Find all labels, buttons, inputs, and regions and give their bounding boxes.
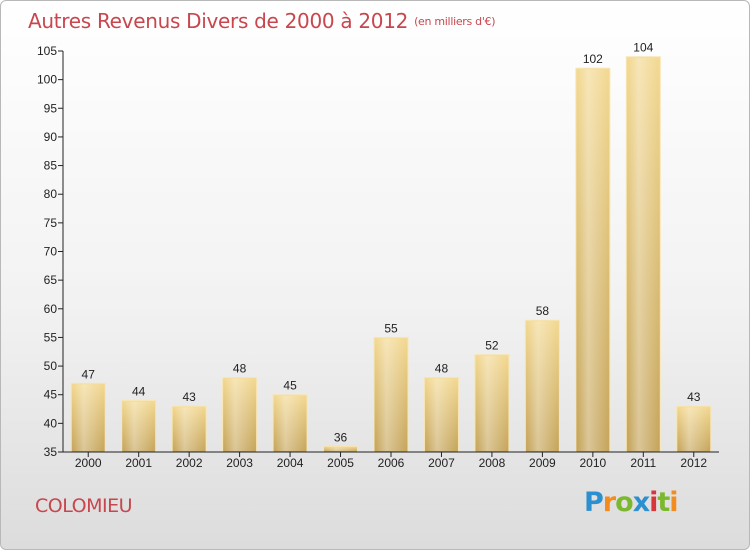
bar-highlight (426, 378, 457, 451)
y-tick-label: 55 (44, 330, 58, 344)
x-tick-label: 2007 (428, 456, 455, 470)
chart-title: Autres Revenus Divers de 2000 à 2012 (en … (28, 9, 496, 33)
bar-highlight (275, 395, 306, 451)
x-tick-label: 2010 (579, 456, 606, 470)
bar-value-label: 52 (485, 339, 499, 353)
bar-value-label: 102 (583, 52, 603, 66)
x-tick-label: 2008 (479, 456, 506, 470)
bar-highlight (628, 57, 659, 451)
logo-letter: i (649, 487, 658, 518)
x-tick-label: 2002 (176, 456, 203, 470)
x-tick-label: 2001 (125, 456, 152, 470)
bar-highlight (224, 378, 255, 451)
bar-highlight (527, 321, 558, 451)
y-tick-label: 90 (44, 130, 58, 144)
logo-letter: o (615, 487, 634, 518)
y-tick-label: 95 (44, 101, 58, 115)
logo-letter: t (657, 487, 670, 518)
x-axis: 2000 2001 2002 2003 2004 2005 2006 2007 2008 2009… (63, 451, 719, 470)
chart-title-text: Autres Revenus Divers de 2000 à 2012 (28, 9, 409, 33)
x-tick-label: 2011 (630, 456, 656, 470)
y-tick-label: 65 (44, 273, 58, 287)
bar-value-label: 36 (334, 430, 348, 444)
y-axis: 35 40 45 50 55 60 65 70 75 80 85 90 95 100 105 (37, 44, 64, 459)
bar-value-label: 43 (182, 390, 196, 404)
bar-highlight (577, 69, 608, 451)
y-tick-label: 35 (44, 445, 58, 459)
bar-highlight (325, 447, 356, 451)
bar-value-label: 55 (384, 321, 398, 335)
bar-value-label: 43 (687, 390, 701, 404)
y-tick-label: 75 (44, 216, 58, 230)
y-tick-label: 80 (44, 187, 58, 201)
x-tick-label: 2005 (327, 456, 354, 470)
bar-value-label: 47 (82, 367, 96, 381)
x-tick-label: 2006 (378, 456, 405, 470)
y-tick-label: 70 (44, 245, 58, 259)
commune-name: COLOMIEU (35, 495, 133, 517)
y-tick-label: 45 (44, 388, 58, 402)
bar-highlight (476, 355, 507, 451)
bar-value-label: 48 (233, 362, 247, 376)
x-tick-label: 2004 (277, 456, 304, 470)
bar-highlight (123, 401, 154, 451)
bar-highlight (376, 338, 406, 451)
logo-letter: i (669, 487, 678, 518)
y-tick-label: 60 (44, 302, 58, 316)
bar-value-label: 58 (536, 304, 550, 318)
logo-letter: r (602, 487, 616, 518)
bars-group: 47 44 43 48 45 36 55 48 52 58 102 104 43 (70, 41, 712, 453)
proxiti-logo: Proxiti (584, 487, 679, 518)
x-tick-label: 2012 (680, 456, 707, 470)
chart-subtitle: (en milliers d'€) (414, 15, 496, 28)
x-tick-label: 2003 (226, 456, 253, 470)
x-tick-label: 2000 (75, 456, 102, 470)
y-tick-label: 40 (44, 416, 58, 430)
bar-highlight (73, 384, 104, 451)
bar-value-label: 48 (435, 362, 449, 376)
y-tick-label: 50 (44, 359, 58, 373)
logo-letter: x (632, 487, 650, 518)
y-tick-label: 100 (37, 73, 57, 87)
bar-value-label: 45 (283, 379, 297, 393)
logo-letter: P (584, 487, 604, 518)
bar-highlight (678, 407, 709, 451)
y-tick-label: 85 (44, 159, 58, 173)
x-tick-label: 2009 (529, 456, 556, 470)
y-tick-label: 105 (37, 44, 57, 58)
bar-highlight (174, 407, 205, 451)
bar-value-label: 104 (633, 41, 653, 55)
bar-value-label: 44 (132, 384, 146, 398)
